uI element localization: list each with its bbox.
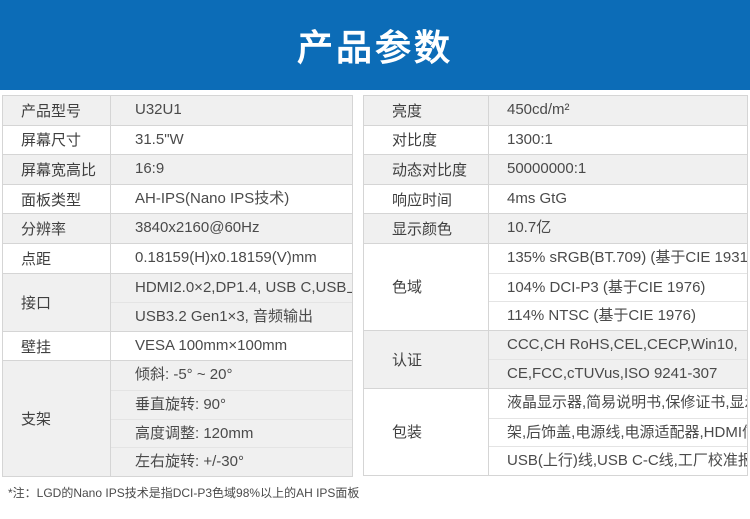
- spec-values: 液晶显示器,简易说明书,保修证书,显示器支 架,后饰盖,电源线,电源适配器,HD…: [489, 389, 747, 475]
- footnote: *注：LGD的Nano IPS技术是指DCI-P3色域98%以上的AH IPS面…: [8, 485, 360, 500]
- spec-value: 倾斜: -5° ~ 20°: [135, 366, 233, 384]
- spec-values: CCC,CH RoHS,CEL,CECP,Win10, CE,FCC,cTUVu…: [489, 331, 747, 388]
- spec-label: 响应时间: [364, 184, 489, 214]
- spec-values: 135% sRGB(BT.709) (基于CIE 1931) 104% DCI-…: [489, 244, 747, 330]
- spec-values: VESA 100mm×100mm: [111, 332, 352, 361]
- spec-value: USB3.2 Gen1×3, 音频输出: [111, 302, 352, 331]
- spec-values: AH-IPS(Nano IPS技术): [111, 185, 352, 214]
- spec-values: U32U1: [111, 96, 352, 125]
- spec-label: 屏幕宽高比: [3, 155, 111, 184]
- table-row: 对比度 1300:1: [364, 124, 747, 155]
- table-row: 分辨率 3840x2160@60Hz: [3, 213, 352, 243]
- table-row: 屏幕宽高比 16:9: [3, 154, 352, 184]
- spec-value: 450cd/m²: [507, 101, 570, 118]
- table-row: 支架 倾斜: -5° ~ 20° 垂直旋转: 90° 高度调整: 120mm 左…: [3, 360, 352, 476]
- spec-value: CCC,CH RoHS,CEL,CECP,Win10,: [507, 335, 738, 353]
- spec-label: 亮度: [364, 96, 489, 125]
- table-row: 点距 0.18159(H)x0.18159(V)mm: [3, 242, 352, 273]
- table-row: 屏幕尺寸 31.5"W: [3, 124, 352, 155]
- spec-value: 31.5"W: [135, 130, 184, 148]
- spec-value: 104% DCI-P3 (基于CIE 1976): [489, 272, 747, 302]
- table-row: 响应时间 4ms GtG: [364, 183, 747, 214]
- spec-value: 左右旋转: +/-30°: [111, 447, 352, 476]
- spec-values: 3840x2160@60Hz: [111, 214, 352, 243]
- spec-value: 3840x2160@60Hz: [135, 219, 260, 237]
- spec-value: USB(上行)线,USB C-C线,工厂校准报告: [489, 446, 747, 475]
- spec-label: 支架: [3, 361, 111, 476]
- spec-label: 面板类型: [3, 184, 111, 214]
- spec-values: 倾斜: -5° ~ 20° 垂直旋转: 90° 高度调整: 120mm 左右旋转…: [111, 361, 352, 475]
- spec-value: U32U1: [135, 101, 182, 118]
- spec-values: 4ms GtG: [489, 185, 747, 214]
- spec-label: 包装: [364, 388, 489, 475]
- spec-label: 对比度: [364, 125, 489, 155]
- spec-values: HDMI2.0×2,DP1.4, USB C,USB上行, USB3.2 Gen…: [111, 274, 352, 331]
- header-banner: 产品参数: [0, 0, 750, 90]
- table-row: 产品型号 U32U1: [3, 96, 352, 125]
- table-row: 接口 HDMI2.0×2,DP1.4, USB C,USB上行, USB3.2 …: [3, 272, 352, 331]
- spec-value: 1300:1: [507, 130, 553, 148]
- spec-values: 10.7亿: [489, 214, 747, 243]
- table-row: 色域 135% sRGB(BT.709) (基于CIE 1931) 104% D…: [364, 242, 747, 330]
- table-row: 亮度 450cd/m²: [364, 96, 747, 125]
- spec-label: 显示颜色: [364, 214, 489, 243]
- spec-table-right: 亮度 450cd/m² 对比度 1300:1 动态对比度 50000000:1 …: [363, 95, 748, 476]
- spec-value: 液晶显示器,简易说明书,保修证书,显示器支: [507, 393, 747, 411]
- spec-value: 50000000:1: [507, 160, 587, 178]
- spec-label: 接口: [3, 273, 111, 331]
- spec-value: 114% NTSC (基于CIE 1976): [489, 301, 747, 330]
- table-row: 壁挂 VESA 100mm×100mm: [3, 330, 352, 361]
- spec-label: 壁挂: [3, 331, 111, 361]
- spec-value: VESA 100mm×100mm: [135, 336, 288, 354]
- spec-value: 10.7亿: [507, 219, 552, 237]
- spec-label: 色域: [364, 243, 489, 330]
- spec-table-left: 产品型号 U32U1 屏幕尺寸 31.5"W 屏幕宽高比 16:9 面板类型 A…: [2, 95, 353, 477]
- spec-tables: 产品型号 U32U1 屏幕尺寸 31.5"W 屏幕宽高比 16:9 面板类型 A…: [0, 90, 750, 477]
- spec-value: 高度调整: 120mm: [111, 418, 352, 448]
- spec-label: 点距: [3, 243, 111, 273]
- spec-value: 135% sRGB(BT.709) (基于CIE 1931): [507, 248, 747, 266]
- spec-label: 分辨率: [3, 214, 111, 243]
- spec-value: 0.18159(H)x0.18159(V)mm: [135, 248, 317, 266]
- spec-values: 50000000:1: [489, 155, 747, 184]
- page-title: 产品参数: [296, 27, 453, 68]
- spec-label: 屏幕尺寸: [3, 125, 111, 155]
- spec-value: CE,FCC,cTUVus,ISO 9241-307: [489, 359, 747, 388]
- spec-value: 架,后饰盖,电源线,电源适配器,HDMI信号线: [489, 417, 747, 447]
- spec-value: HDMI2.0×2,DP1.4, USB C,USB上行,: [135, 278, 352, 296]
- spec-label: 产品型号: [3, 96, 111, 125]
- spec-value: 垂直旋转: 90°: [111, 389, 352, 419]
- spec-values: 0.18159(H)x0.18159(V)mm: [111, 244, 352, 273]
- table-row: 认证 CCC,CH RoHS,CEL,CECP,Win10, CE,FCC,cT…: [364, 329, 747, 388]
- spec-values: 31.5"W: [111, 126, 352, 155]
- table-row: 动态对比度 50000000:1: [364, 154, 747, 184]
- spec-label: 动态对比度: [364, 155, 489, 184]
- spec-label: 认证: [364, 330, 489, 388]
- spec-value: 4ms GtG: [507, 189, 568, 207]
- table-row: 显示颜色 10.7亿: [364, 213, 747, 243]
- spec-values: 450cd/m²: [489, 96, 747, 125]
- table-row: 面板类型 AH-IPS(Nano IPS技术): [3, 183, 352, 214]
- spec-value: AH-IPS(Nano IPS技术): [135, 189, 290, 207]
- spec-values: 16:9: [111, 155, 352, 184]
- spec-value: 16:9: [135, 160, 165, 178]
- spec-values: 1300:1: [489, 126, 747, 155]
- table-row: 包装 液晶显示器,简易说明书,保修证书,显示器支 架,后饰盖,电源线,电源适配器…: [364, 387, 747, 475]
